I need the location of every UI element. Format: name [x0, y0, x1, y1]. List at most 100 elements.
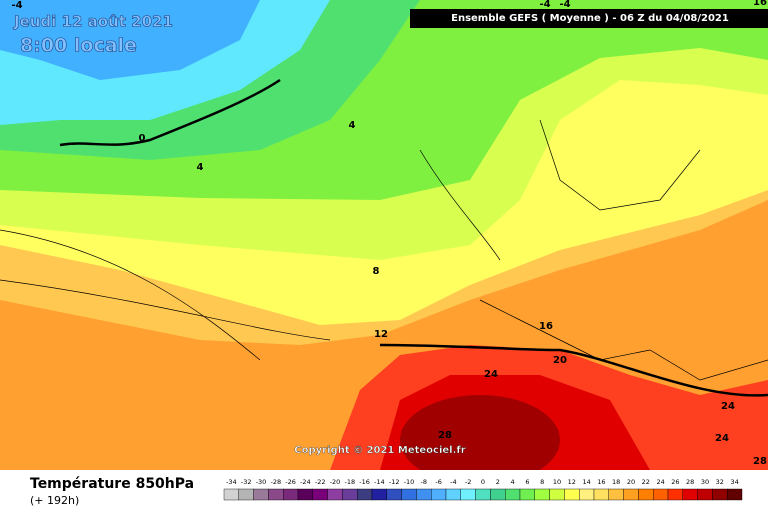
scale-label: 28	[686, 478, 694, 486]
contour-label: -4	[559, 0, 570, 10]
scale-swatch	[386, 488, 402, 501]
coastline	[0, 119, 768, 381]
color-scale: -34 -32 -30 -28 -26 -24 -22 -20 -18 -16 -14 -12 -10-…	[223, 478, 743, 501]
scale-swatch	[357, 488, 373, 501]
thick-contour	[59, 78, 768, 397]
scale-label: 8	[540, 478, 544, 486]
scale-swatch	[297, 488, 314, 501]
scale-label: 26	[671, 478, 679, 486]
scale-label: 22	[642, 478, 650, 486]
scale-label: 16	[597, 478, 605, 486]
scale-swatch	[623, 488, 639, 501]
contour-label: -4	[539, 0, 550, 10]
scale-swatch	[475, 488, 491, 501]
scale-swatch	[431, 488, 447, 501]
scale-swatch	[534, 488, 550, 501]
scale-swatch	[712, 488, 728, 501]
scale-label: 24	[656, 478, 664, 486]
scale-swatch	[549, 488, 565, 501]
contour-label: 24	[721, 401, 735, 412]
scale-swatch	[253, 488, 269, 501]
contour-label: 24	[715, 433, 729, 444]
map-time: 8:00 locale	[20, 35, 137, 57]
contour-label: 16	[753, 0, 767, 8]
scale-label: -34	[226, 478, 237, 486]
scale-swatch	[519, 488, 536, 501]
temp-band	[0, 0, 260, 80]
scale-label: -20	[330, 478, 341, 486]
scale-swatch	[505, 488, 521, 501]
scale-swatch	[223, 488, 240, 501]
scale-swatch	[593, 488, 610, 501]
scale-swatch	[579, 488, 595, 501]
contour-label: 0	[139, 133, 146, 144]
contour-label: 20	[553, 355, 567, 366]
scale-label: 4	[511, 478, 515, 486]
scale-label: 0	[481, 478, 485, 486]
scale-label: 20	[627, 478, 635, 486]
scale-label: 34	[730, 478, 738, 486]
scale-label: 18	[612, 478, 620, 486]
contour-label: 8	[373, 266, 380, 277]
contour-label: 28	[438, 430, 452, 441]
header-bar	[410, 9, 768, 28]
contour-label: 12	[374, 329, 388, 340]
scale-swatch	[238, 488, 254, 501]
scale-swatch	[727, 488, 743, 501]
variable-name: Température 850hPa	[30, 476, 194, 492]
scale-swatch	[682, 488, 698, 501]
scale-swatch	[312, 488, 328, 501]
scale-label: 12	[568, 478, 576, 486]
contour-label: 16	[539, 321, 553, 332]
header: Ensemble GEFS ( Moyenne ) - 06 Z du 04/0…	[13, 9, 768, 57]
scale-label: -32	[241, 478, 252, 486]
scale-swatch	[445, 488, 462, 501]
contour-label: 28	[753, 456, 767, 467]
scale-label: -12	[389, 478, 400, 486]
scale-swatch	[327, 488, 343, 501]
scale-swatch	[283, 488, 299, 501]
lead-time: (+ 192h)	[30, 494, 79, 507]
scale-swatch	[460, 488, 476, 501]
scale-swatch	[697, 488, 713, 501]
scale-label: 30	[701, 478, 709, 486]
copyright: Copyright © 2021 Meteociel.fr	[294, 445, 465, 456]
run-info: Ensemble GEFS ( Moyenne ) - 06 Z du 04/0…	[451, 13, 729, 24]
contour-label: 4	[349, 120, 356, 131]
scale-label: -4	[450, 478, 456, 486]
hot-core	[400, 395, 560, 485]
map-background	[0, 0, 768, 485]
scale-label: -24	[300, 478, 311, 486]
scale-swatch	[608, 488, 624, 501]
scale-swatch	[653, 488, 669, 501]
map-date: Jeudi 12 août 2021	[13, 13, 173, 31]
contour-label: -4	[11, 0, 22, 11]
scale-swatch	[371, 488, 388, 501]
scale-label: 10	[553, 478, 561, 486]
scale-swatch	[268, 488, 284, 501]
scale-swatch	[342, 488, 358, 501]
scale-label: -28	[270, 478, 281, 486]
scale-label: -6	[435, 478, 441, 486]
scale-swatch	[564, 488, 580, 501]
contour-label: 4	[197, 162, 204, 173]
scale-label: -2	[465, 478, 471, 486]
scale-label: 6	[525, 478, 529, 486]
scale-label: 14	[582, 478, 590, 486]
contour-label: 24	[484, 369, 498, 380]
scale-swatch	[667, 488, 684, 501]
scale-label: -14	[374, 478, 385, 486]
scale-label: 32	[716, 478, 724, 486]
scale-swatch	[401, 488, 417, 501]
contour-labels: -4 0 4 4 8 12 16 20 24 24 24 28 28 -4 -4 16	[11, 0, 767, 467]
scale-label: -18	[344, 478, 355, 486]
scale-swatch	[416, 488, 432, 501]
scale-label: -8	[421, 478, 427, 486]
scale-label: -30	[256, 478, 267, 486]
scale-swatch	[490, 488, 506, 501]
scale-label: -26	[285, 478, 296, 486]
scale-label: 2	[496, 478, 500, 486]
scale-swatch	[638, 488, 654, 501]
scale-label: -16	[359, 478, 370, 486]
